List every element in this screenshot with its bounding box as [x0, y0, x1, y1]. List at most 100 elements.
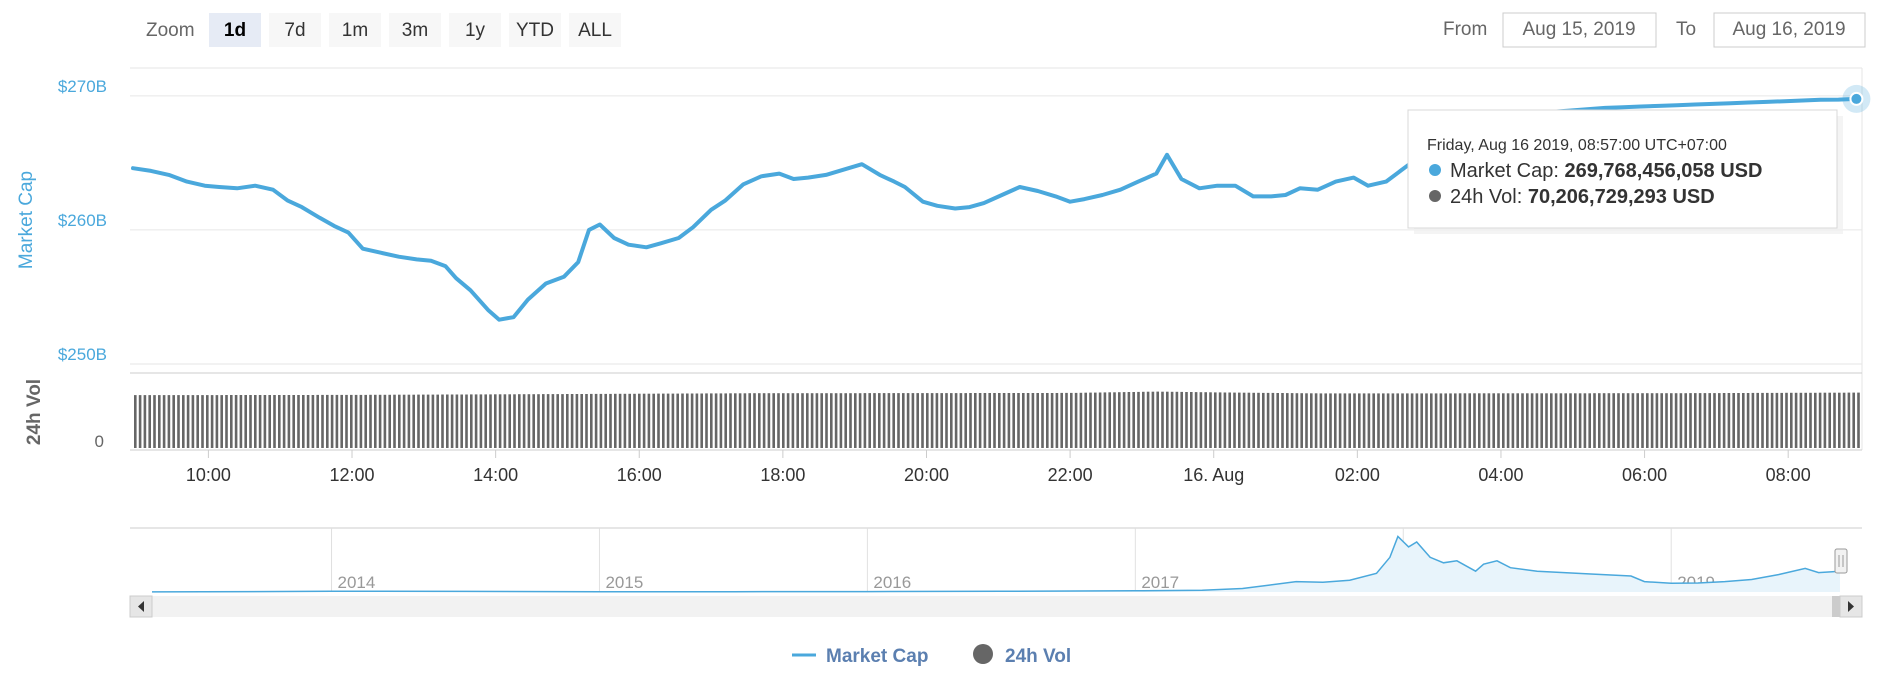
arrow-left-icon [138, 601, 144, 612]
volume-bar [206, 395, 209, 448]
volume-bar [647, 393, 651, 448]
volume-bar [1833, 392, 1836, 448]
volume-bar [1809, 392, 1812, 448]
volume-bar [1084, 392, 1087, 448]
volume-bar [1434, 393, 1438, 448]
volume-bar [153, 395, 156, 448]
volume-bar [686, 393, 689, 448]
y-axis-title-market-cap: Market Cap [16, 171, 37, 269]
zoom-button-7d[interactable]: 7d [269, 13, 321, 47]
volume-bar [1838, 392, 1841, 448]
volume-bar [508, 394, 511, 448]
volume-bar [849, 393, 852, 448]
volume-bar [662, 393, 665, 448]
volume-bar [657, 393, 660, 448]
volume-bar [1492, 393, 1495, 448]
y-axis-title-volume: 24h Vol [24, 379, 45, 445]
volume-bar [1290, 393, 1294, 448]
volume-bar [1799, 392, 1803, 448]
volume-bar [1074, 392, 1078, 448]
volume-bar [1785, 392, 1788, 448]
volume-bar [201, 395, 204, 448]
from-date-value: Aug 15, 2019 [1522, 19, 1635, 40]
from-date-input[interactable] [1502, 12, 1657, 48]
zoom-button-bg[interactable] [209, 13, 261, 47]
zoom-button-bg[interactable] [389, 13, 441, 47]
volume-bar [1602, 393, 1606, 448]
volume-bar [590, 393, 593, 448]
volume-bar [1612, 393, 1615, 448]
navigator-handle[interactable] [1834, 548, 1848, 574]
y-tick-label: $250B [58, 345, 107, 364]
volume-bar [287, 395, 291, 448]
zoom-button-all[interactable]: ALL [569, 13, 621, 47]
volume-bar [710, 393, 713, 448]
volume-bar [714, 393, 718, 448]
volume-bar [1473, 393, 1476, 448]
volume-bar [1722, 393, 1726, 448]
volume-bar [378, 394, 382, 448]
volume-bar [969, 393, 972, 448]
volume-bar [1746, 393, 1750, 448]
legend-volume[interactable]: 24h Vol [1005, 646, 1071, 667]
navigator-scrollbar-track[interactable] [130, 596, 1862, 617]
volume-bar [830, 393, 833, 448]
volume-bar [1070, 392, 1073, 448]
volume-bar [988, 393, 991, 448]
volume-bar [1497, 393, 1500, 448]
volume-bar [1823, 392, 1827, 448]
to-date-input[interactable] [1713, 12, 1866, 48]
volume-bar [383, 394, 387, 448]
volume-bar [1761, 392, 1764, 448]
zoom-button-3m[interactable]: 3m [389, 13, 441, 47]
volume-bar [167, 395, 171, 448]
zoom-button-ytd[interactable]: YTD [509, 13, 561, 47]
volume-bar [239, 395, 243, 448]
zoom-button-bg[interactable] [449, 13, 501, 47]
volume-bar [1650, 393, 1654, 448]
volume-bar [796, 393, 799, 448]
volume-bar [1713, 393, 1716, 448]
volume-bar [1732, 393, 1735, 448]
from-label: From [1443, 19, 1487, 40]
x-tick-label: 04:00 [1478, 465, 1523, 485]
volume-bar [359, 394, 363, 448]
volume-bar [412, 394, 415, 448]
navigator-scrollbar-thumb[interactable] [1832, 596, 1842, 617]
legend-volume-circle-icon [973, 644, 993, 664]
zoom-button-bg[interactable] [569, 13, 621, 47]
range-selector: Zoom 1d 7d 1m 3m 1y YTD ALL From Aug 15, 2019 … [146, 12, 1866, 48]
zoom-button-bg[interactable] [329, 13, 381, 47]
volume-bar [388, 394, 391, 448]
zoom-button-1y[interactable]: 1y [449, 13, 501, 47]
volume-bar [1703, 393, 1707, 448]
volume-bar [1770, 392, 1774, 448]
volume-bar [182, 395, 185, 448]
volume-bar [369, 394, 372, 448]
zoom-button-bg[interactable] [269, 13, 321, 47]
to-date-value: Aug 16, 2019 [1732, 19, 1845, 40]
volume-bar [782, 393, 785, 448]
volume-bar [642, 393, 646, 448]
volume-bar [191, 395, 195, 448]
volume-bar [1113, 392, 1116, 448]
volume-bar [873, 393, 876, 448]
volume-bar [887, 393, 891, 448]
zoom-button-1m[interactable]: 1m [329, 13, 381, 47]
zoom-button-label: YTD [516, 20, 554, 41]
zoom-button-1d[interactable]: 1d [209, 13, 261, 47]
volume-bar [354, 394, 358, 448]
volume-bar [1780, 392, 1783, 448]
volume-bar [1511, 393, 1515, 448]
volume-bar [513, 394, 516, 448]
volume-bar [868, 393, 871, 448]
volume-bar [1247, 392, 1251, 448]
navigator-year-label: 2016 [873, 573, 911, 592]
zoom-button-bg[interactable] [509, 13, 561, 47]
volume-bar [532, 394, 535, 448]
volume-bar [1415, 393, 1419, 448]
volume-bar [1151, 391, 1155, 448]
volume-bar [1305, 393, 1308, 448]
volume-bar [1002, 393, 1006, 448]
legend-market-cap[interactable]: Market Cap [826, 646, 928, 667]
